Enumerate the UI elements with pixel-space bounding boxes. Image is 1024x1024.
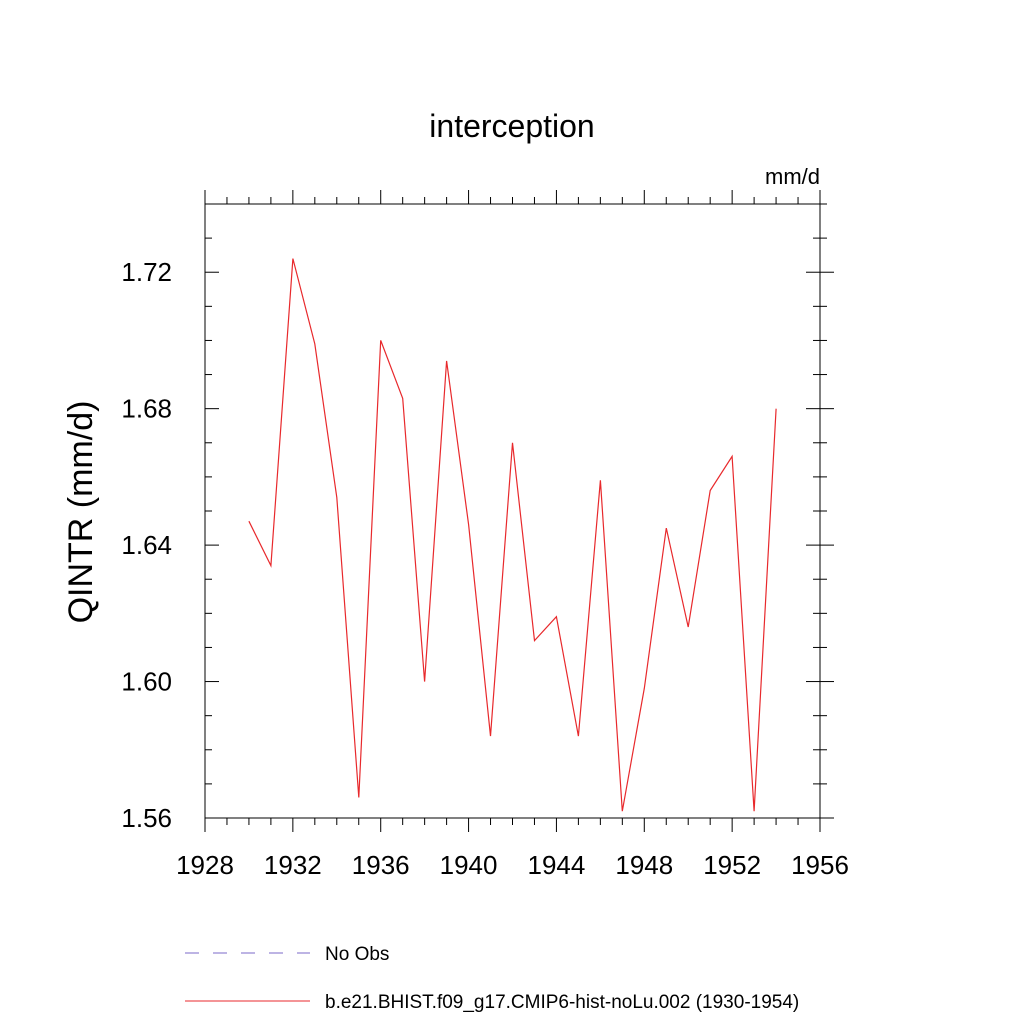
y-tick-labels: 1.56 1.60 1.64 1.68 1.72	[121, 257, 172, 833]
y-tick-label: 1.72	[121, 257, 172, 287]
x-tick-label: 1928	[176, 850, 234, 880]
x-tick-label: 1932	[264, 850, 322, 880]
y-tick-label: 1.68	[121, 394, 172, 424]
x-tick-label: 1944	[528, 850, 586, 880]
legend: No Obs b.e21.BHIST.f09_g17.CMIP6-hist-no…	[185, 944, 799, 1013]
y-axis-label: QINTR (mm/d)	[62, 401, 100, 624]
legend-label-model-run: b.e21.BHIST.f09_g17.CMIP6-hist-noLu.002 …	[325, 992, 799, 1013]
y-tick-label: 1.56	[121, 803, 172, 833]
x-tick-labels: 1928 1932 1936 1940 1944 1948 1952 1956	[176, 850, 849, 880]
legend-label-no-obs: No Obs	[325, 944, 389, 965]
chart-title: interception	[429, 108, 594, 144]
y-tick-label: 1.64	[121, 530, 172, 560]
plot-frame	[204, 203, 821, 819]
units-label: mm/d	[765, 164, 820, 189]
x-tick-label: 1952	[703, 850, 761, 880]
x-tick-label: 1948	[615, 850, 673, 880]
series-line-0	[248, 258, 777, 812]
x-tick-label: 1936	[352, 850, 410, 880]
x-tick-label: 1940	[440, 850, 498, 880]
series-layer	[248, 258, 777, 812]
y-tick-label: 1.60	[121, 667, 172, 697]
plot-axes	[204, 190, 834, 832]
x-tick-label: 1956	[791, 850, 849, 880]
